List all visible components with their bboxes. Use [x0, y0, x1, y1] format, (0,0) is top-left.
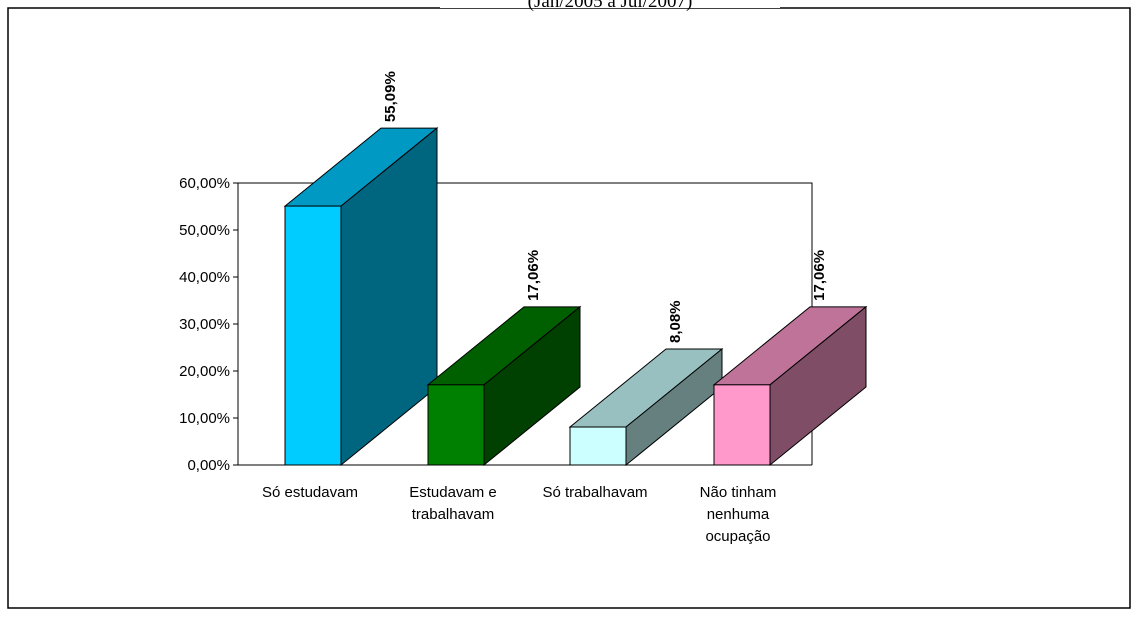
bar-front-face	[569, 426, 627, 466]
data-label: 55,09%	[382, 71, 399, 122]
data-label: 17,06%	[525, 250, 542, 301]
category-label: Estudavam e	[409, 484, 497, 501]
y-tick-label: 60,00%	[179, 175, 230, 192]
category-label: Não tinham	[700, 484, 777, 501]
bar-front-face	[713, 384, 771, 466]
y-tick-label: 10,00%	[179, 410, 230, 427]
chart-title: (Jan/2005 a Jul/2007)	[528, 0, 693, 12]
category-label: Só trabalhavam	[542, 484, 647, 501]
y-tick-label: 20,00%	[179, 363, 230, 380]
bar-front-face	[284, 205, 342, 466]
y-tick-label: 0,00%	[187, 457, 230, 474]
title-mask	[440, 0, 780, 8]
category-label: nenhuma	[707, 506, 770, 523]
y-tick-label: 40,00%	[179, 269, 230, 286]
y-tick-label: 30,00%	[179, 316, 230, 333]
y-tick-label: 50,00%	[179, 222, 230, 239]
category-label: trabalhavam	[412, 506, 495, 523]
bar-front-face	[427, 384, 485, 466]
category-label: ocupação	[705, 528, 770, 545]
data-label: 17,06%	[811, 250, 828, 301]
data-label: 8,08%	[667, 300, 684, 343]
category-label: Só estudavam	[262, 484, 358, 501]
